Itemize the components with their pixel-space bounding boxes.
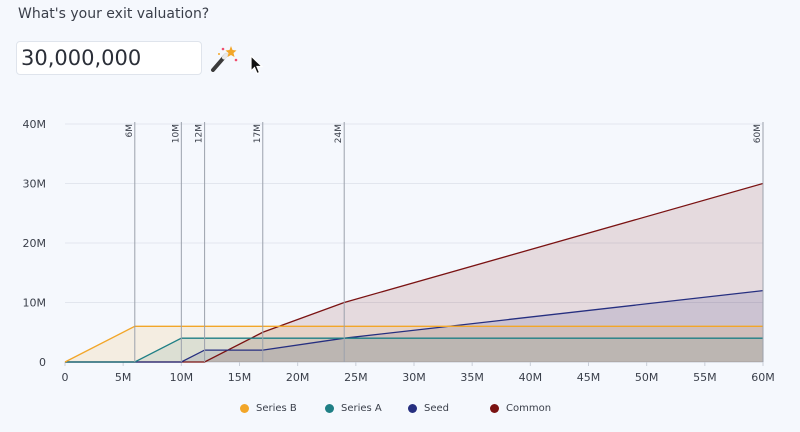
- breakpoint-label: 17M: [253, 124, 263, 143]
- x-tick-label: 35M: [460, 371, 484, 384]
- x-tick-label: 5M: [115, 371, 132, 384]
- exit-valuation-input[interactable]: [16, 41, 202, 75]
- x-tick-label: 50M: [635, 371, 659, 384]
- legend-label: Common: [506, 403, 552, 414]
- legend-swatch: [490, 404, 499, 413]
- mouse-cursor-icon: [250, 54, 264, 79]
- magic-wand-icon[interactable]: [210, 44, 238, 76]
- legend-swatch: [408, 404, 417, 413]
- x-tick-label: 10M: [170, 371, 194, 384]
- x-tick-label: 55M: [693, 371, 717, 384]
- x-tick-label: 25M: [344, 371, 368, 384]
- x-tick-label: 20M: [286, 371, 310, 384]
- legend-item[interactable]: Common: [490, 403, 551, 414]
- legend-item[interactable]: Series A: [325, 403, 382, 414]
- x-tick-label: 45M: [577, 371, 601, 384]
- x-tick-label: 0: [62, 371, 69, 384]
- y-tick-label: 40M: [23, 118, 47, 131]
- legend-label: Series B: [256, 403, 297, 414]
- series-area-seed: [65, 290, 763, 362]
- exit-valuation-question: What's your exit valuation?: [18, 6, 210, 22]
- legend-label: Series A: [341, 403, 382, 414]
- series-line-seed: [65, 289, 764, 363]
- legend-item[interactable]: Seed: [408, 403, 449, 414]
- legend-swatch: [325, 404, 334, 413]
- breakpoint-label: 60M: [753, 124, 763, 143]
- series-area-common: [65, 183, 763, 362]
- y-tick-label: 0: [39, 356, 46, 369]
- chart-legend: Series B Series A Seed Common: [0, 403, 800, 417]
- breakpoint-label: 6M: [125, 124, 135, 138]
- x-tick-label: 30M: [402, 371, 426, 384]
- legend-swatch: [240, 404, 249, 413]
- x-tick-label: 15M: [228, 371, 252, 384]
- breakpoint-label: 10M: [171, 124, 181, 143]
- x-tick-label: 60M: [751, 371, 775, 384]
- series-line-series-a: [65, 337, 763, 363]
- series-area-series-b: [65, 326, 763, 362]
- x-tick-label: 40M: [519, 371, 543, 384]
- y-tick-label: 10M: [23, 297, 47, 310]
- legend-item[interactable]: Series B: [240, 403, 297, 414]
- breakpoint-label: 12M: [195, 124, 205, 143]
- breakpoint-label: 24M: [334, 124, 344, 143]
- y-tick-label: 20M: [23, 237, 47, 250]
- legend-label: Seed: [424, 403, 449, 414]
- y-tick-label: 30M: [23, 178, 47, 191]
